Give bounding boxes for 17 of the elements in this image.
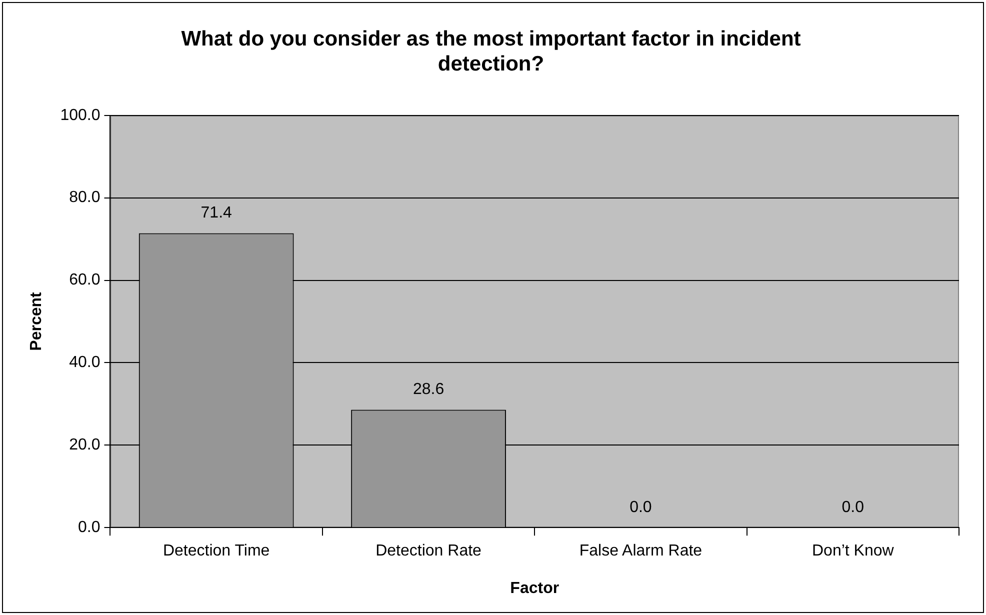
y-tick-label: 40.0 — [69, 354, 100, 372]
y-tick-label: 20.0 — [69, 436, 100, 454]
y-tick-label: 0.0 — [78, 519, 100, 536]
chart-title: What do you consider as the most important factor in incident detection? — [181, 27, 801, 76]
data-label: 28.6 — [412, 381, 444, 398]
y-tick-label: 60.0 — [69, 272, 100, 289]
y-axis-title: Percent — [28, 291, 46, 351]
x-tick-label: Detection Rate — [376, 542, 482, 560]
data-label: 0.0 — [630, 499, 652, 516]
x-tick-label: Don’t Know — [812, 542, 894, 560]
data-label: 71.4 — [200, 204, 232, 222]
y-tick-label: 80.0 — [69, 189, 100, 206]
x-tick-label: Detection Time — [162, 542, 270, 560]
data-label: 0.0 — [842, 499, 864, 516]
x-tick-label: False Alarm Rate — [579, 542, 702, 560]
x-axis-title: Factor — [510, 580, 560, 597]
y-tick-label: 100.0 — [60, 106, 100, 124]
